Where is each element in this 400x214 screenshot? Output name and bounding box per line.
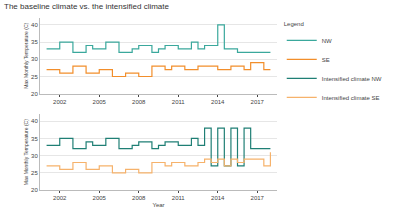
svg-text:Intensified climate SE: Intensified climate SE xyxy=(322,95,380,101)
svg-text:2005: 2005 xyxy=(93,195,107,201)
svg-text:2014: 2014 xyxy=(211,195,225,201)
svg-text:2005: 2005 xyxy=(93,99,107,105)
svg-text:40: 40 xyxy=(31,22,38,28)
svg-text:2008: 2008 xyxy=(132,99,146,105)
svg-text:Max Monthly Temperature (C): Max Monthly Temperature (C) xyxy=(23,22,29,88)
svg-text:2002: 2002 xyxy=(53,99,67,105)
svg-text:30: 30 xyxy=(31,56,38,62)
svg-text:35: 35 xyxy=(31,136,38,142)
svg-text:Intensified climate NW: Intensified climate NW xyxy=(322,76,382,82)
svg-text:40: 40 xyxy=(31,118,38,124)
svg-text:2014: 2014 xyxy=(211,99,225,105)
svg-text:2011: 2011 xyxy=(172,195,186,201)
svg-text:2008: 2008 xyxy=(132,195,146,201)
svg-text:Legend: Legend xyxy=(284,21,304,27)
svg-text:2011: 2011 xyxy=(172,99,186,105)
svg-text:2017: 2017 xyxy=(251,195,265,201)
svg-text:2002: 2002 xyxy=(53,195,67,201)
svg-text:Max Monthly Temperature (C): Max Monthly Temperature (C) xyxy=(23,119,29,185)
svg-text:NW: NW xyxy=(322,38,332,44)
svg-text:25: 25 xyxy=(31,74,38,80)
svg-text:25: 25 xyxy=(31,170,38,176)
svg-text:Year: Year xyxy=(152,202,164,208)
svg-text:35: 35 xyxy=(31,39,38,45)
svg-text:SE: SE xyxy=(322,57,330,63)
svg-text:20: 20 xyxy=(31,187,38,193)
svg-text:2017: 2017 xyxy=(251,99,265,105)
svg-text:The baseline climate vs. the i: The baseline climate vs. the intensified… xyxy=(4,2,170,11)
svg-text:30: 30 xyxy=(31,153,38,159)
svg-text:20: 20 xyxy=(31,91,38,97)
